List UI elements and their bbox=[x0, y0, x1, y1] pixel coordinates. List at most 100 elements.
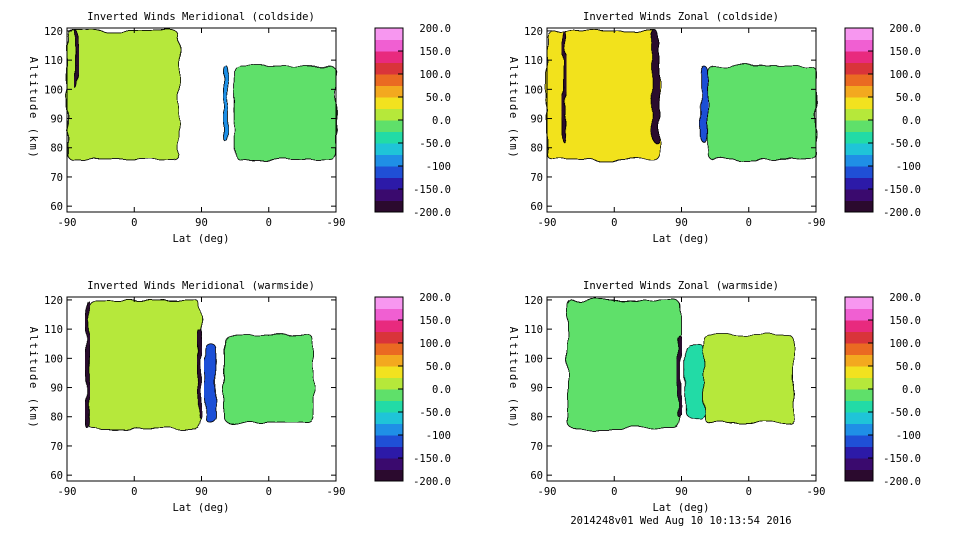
y-axis: 60 70 80 90 100 110 120 bbox=[44, 26, 336, 213]
colorbar-swatch bbox=[845, 458, 873, 470]
colorbar-tick-label: 50.0 bbox=[896, 361, 921, 373]
contour-region-2 bbox=[197, 328, 202, 418]
colorbar-swatch bbox=[845, 423, 873, 436]
colorbar-tick-label: 0.0 bbox=[432, 384, 451, 396]
y-tick-label: 90 bbox=[50, 383, 63, 395]
colorbar-swatch bbox=[845, 343, 873, 355]
contour-region-1 bbox=[561, 30, 567, 143]
contour-region-1 bbox=[676, 334, 682, 418]
colorbar-swatch bbox=[845, 28, 873, 40]
x-axis: -90 0 90 0 -90 bbox=[58, 297, 346, 498]
y-tick-label: 120 bbox=[524, 26, 543, 38]
y-tick-label: 100 bbox=[524, 84, 543, 96]
chart-panel-1: Inverted Winds Zonal (coldside) 60 70 80 90… bbox=[507, 11, 921, 245]
plot-area bbox=[546, 27, 817, 213]
colorbar-swatch bbox=[375, 377, 403, 390]
colorbar-swatch bbox=[375, 39, 403, 52]
colorbar-swatch bbox=[845, 51, 873, 63]
colorbar-swatch bbox=[375, 423, 403, 436]
y-tick-label: 120 bbox=[44, 295, 63, 307]
y-tick-label: 80 bbox=[50, 412, 63, 424]
y-tick-label: 70 bbox=[50, 441, 63, 453]
colorbar-swatch bbox=[845, 412, 873, 424]
chart-title: Inverted Winds Meridional (coldside) bbox=[87, 11, 315, 23]
colorbar-tick-label: 150.0 bbox=[889, 315, 921, 327]
colorbar: 200.0 150.0 100.0 50.0 0.0 -50.0 -100 -150.0 -20… bbox=[844, 292, 921, 488]
colorbar-swatch bbox=[845, 389, 873, 401]
colorbar-tick-label: -150.0 bbox=[883, 453, 921, 465]
colorbar-tick-label: -150.0 bbox=[883, 184, 921, 196]
colorbar-tick-label: -200.0 bbox=[413, 207, 451, 219]
y-tick-label: 80 bbox=[50, 143, 63, 155]
x-tick-label: -90 bbox=[58, 217, 77, 229]
y-tick-label: 110 bbox=[524, 324, 543, 336]
colorbar-swatch bbox=[845, 377, 873, 390]
colorbar-swatch bbox=[845, 166, 873, 178]
chart-panel-3: Inverted Winds Zonal (warmside) 60 70 80 90… bbox=[507, 280, 921, 514]
x-tick-label: -90 bbox=[538, 486, 557, 498]
chart-title: Inverted Winds Meridional (warmside) bbox=[87, 280, 315, 292]
x-axis: -90 0 90 0 -90 bbox=[538, 28, 826, 229]
y-axis: 60 70 80 90 100 110 120 bbox=[524, 26, 816, 213]
x-tick-label: -90 bbox=[327, 486, 346, 498]
y-tick-label: 90 bbox=[530, 114, 543, 126]
colorbar-swatch bbox=[375, 435, 403, 447]
colorbar-swatch bbox=[845, 331, 873, 344]
x-tick-label: 0 bbox=[746, 217, 752, 229]
colorbar-tick-label: 150.0 bbox=[419, 46, 451, 58]
colorbar-swatch bbox=[375, 108, 403, 121]
x-axis: -90 0 90 0 -90 bbox=[538, 297, 826, 498]
colorbar-swatch bbox=[375, 458, 403, 470]
colorbar-tick-label: -100 bbox=[896, 430, 921, 442]
chart-panel-0: Inverted Winds Meridional (coldside) 60 7… bbox=[27, 11, 451, 245]
colorbar-tick-label: 50.0 bbox=[426, 92, 451, 104]
x-axis-label: Lat (deg) bbox=[173, 233, 230, 245]
x-tick-label: 0 bbox=[746, 486, 752, 498]
footer-timestamp: 2014248v01 Wed Aug 10 10:13:54 2016 bbox=[570, 515, 791, 527]
colorbar-tick-label: -150.0 bbox=[413, 453, 451, 465]
contour-region-0 bbox=[87, 299, 201, 429]
y-axis-label: Altitude (km) bbox=[507, 57, 519, 160]
x-tick-label: -90 bbox=[807, 486, 826, 498]
colorbar-tick-label: -100 bbox=[426, 161, 451, 173]
colorbar-swatch bbox=[375, 74, 403, 86]
contour-region-3 bbox=[703, 334, 794, 423]
colorbar-swatch bbox=[375, 177, 403, 190]
plot-area bbox=[66, 27, 337, 213]
colorbar-swatch bbox=[375, 331, 403, 344]
colorbar-swatch bbox=[845, 308, 873, 321]
colorbar-swatch bbox=[845, 435, 873, 447]
y-tick-label: 100 bbox=[524, 353, 543, 365]
colorbar-swatch bbox=[845, 366, 873, 378]
colorbar-tick-label: 200.0 bbox=[889, 292, 921, 304]
colorbar-swatch bbox=[845, 189, 873, 201]
y-tick-label: 90 bbox=[50, 114, 63, 126]
y-axis-label: Altitude (km) bbox=[27, 327, 39, 430]
colorbar-swatch bbox=[375, 446, 403, 459]
colorbar-swatch bbox=[845, 320, 873, 332]
colorbar-tick-label: 50.0 bbox=[426, 361, 451, 373]
x-tick-label: -90 bbox=[807, 217, 826, 229]
y-tick-label: 70 bbox=[530, 172, 543, 184]
colorbar-tick-label: -50.0 bbox=[419, 407, 451, 419]
colorbar-swatch bbox=[845, 469, 873, 482]
x-axis-label: Lat (deg) bbox=[173, 502, 230, 514]
y-axis-label: Altitude (km) bbox=[27, 57, 39, 160]
colorbar-swatch bbox=[375, 389, 403, 401]
y-tick-label: 110 bbox=[44, 324, 63, 336]
colorbar-swatch bbox=[375, 189, 403, 201]
contour-region-2 bbox=[651, 30, 660, 143]
colorbar-swatch bbox=[845, 154, 873, 167]
colorbar-tick-label: -100 bbox=[426, 430, 451, 442]
colorbar-swatch bbox=[845, 446, 873, 459]
y-tick-label: 70 bbox=[50, 172, 63, 184]
colorbar-swatch bbox=[375, 308, 403, 321]
colorbar-swatch bbox=[845, 74, 873, 86]
x-tick-label: 0 bbox=[266, 486, 272, 498]
colorbar-swatch bbox=[845, 108, 873, 121]
x-axis-label: Lat (deg) bbox=[653, 502, 710, 514]
colorbar-tick-label: -50.0 bbox=[889, 407, 921, 419]
colorbar-tick-label: -200.0 bbox=[883, 476, 921, 488]
colorbar-tick-label: 100.0 bbox=[419, 338, 451, 350]
colorbar-tick-label: 0.0 bbox=[902, 115, 921, 127]
